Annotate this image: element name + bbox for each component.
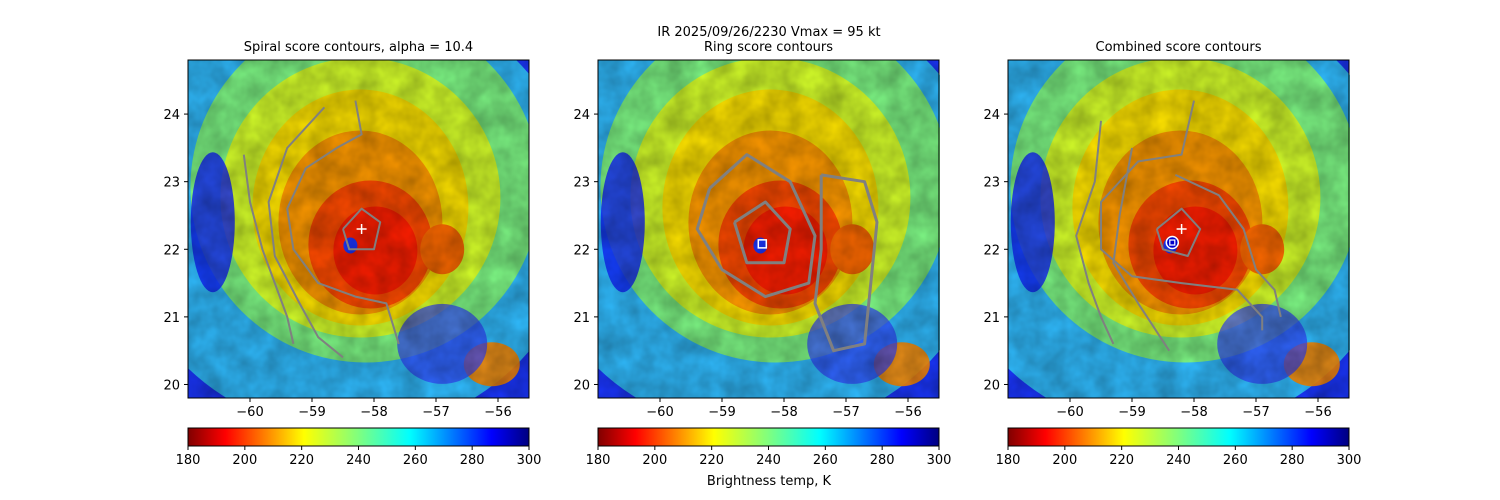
x-tick-label: −59 — [708, 405, 735, 420]
panels: Spiral score contours, alpha = 10.4 −60 −5… — [163, 40, 1362, 468]
best-center-marker — [1165, 235, 1180, 250]
score-contour — [1075, 120, 1115, 345]
score-contour — [732, 200, 792, 265]
colorbar-tick-label: 200 — [1052, 453, 1077, 468]
colorbar-tick-label: 240 — [346, 453, 371, 468]
ir-image — [598, 60, 940, 398]
x-tick-label: −57 — [832, 405, 859, 420]
figure-suptitle: IR 2025/09/26/2230 Vmax = 95 kt — [657, 25, 880, 40]
score-contour — [1174, 173, 1282, 318]
x-tick-label: −60 — [236, 405, 263, 420]
ir-image — [188, 60, 529, 398]
y-tick-label: 23 — [983, 176, 1000, 191]
x-tick-label: −56 — [484, 405, 511, 420]
score-contour — [1112, 147, 1171, 352]
y-tick-label: 24 — [983, 108, 1000, 123]
colorbar — [187, 427, 530, 447]
y-tick-label: 21 — [983, 311, 1000, 326]
ir-texture — [598, 60, 939, 398]
y-tick-label: 21 — [573, 311, 590, 326]
colorbar-tick-label: 300 — [927, 453, 952, 468]
axes-frame — [597, 59, 940, 399]
y-tick-label: 23 — [163, 176, 180, 191]
ring-center-marker — [757, 239, 768, 249]
ir-image — [1008, 60, 1350, 398]
colorbar-tick-label: 220 — [289, 453, 314, 468]
colorbar-tick-label: 180 — [176, 453, 201, 468]
colorbar-tick-label: 240 — [756, 453, 781, 468]
x-tick-label: −59 — [298, 405, 325, 420]
colorbar-tick-label: 220 — [699, 453, 724, 468]
y-tick-label: 22 — [573, 243, 590, 258]
score-contour — [242, 154, 295, 345]
score-contour — [1155, 207, 1202, 257]
colorbar-tick-label: 280 — [1280, 453, 1305, 468]
colorbar-tick-label: 260 — [403, 453, 428, 468]
score-contour — [342, 207, 382, 251]
score-contour — [1100, 100, 1264, 331]
score-contour — [695, 153, 817, 299]
colorbar-tick-label: 300 — [1337, 453, 1362, 468]
axes-frame — [187, 59, 530, 399]
first-guess-marker — [356, 224, 367, 234]
colorbar-tick-label: 260 — [813, 453, 838, 468]
x-tick-label: −56 — [1304, 405, 1331, 420]
y-tick-label: 20 — [163, 378, 180, 393]
colorbar-tick-label: 200 — [232, 453, 257, 468]
y-tick-label: 23 — [573, 176, 590, 191]
y-tick-label: 20 — [573, 378, 590, 393]
score-contour — [286, 100, 400, 345]
x-tick-label: −57 — [1242, 405, 1269, 420]
colorbar-tick-label: 280 — [460, 453, 485, 468]
x-tick-label: −59 — [1118, 405, 1145, 420]
colorbar-tick-label: 180 — [996, 453, 1021, 468]
colorbar — [597, 427, 940, 447]
colorbar — [1007, 427, 1350, 447]
colorbar-tick-label: 240 — [1166, 453, 1191, 468]
ring-center-marker — [1169, 239, 1176, 246]
colorbar-label: Brightness temp, K — [707, 474, 832, 489]
panel-title: Combined score contours — [1096, 40, 1262, 55]
score-contour — [813, 173, 879, 353]
y-tick-label: 20 — [983, 378, 1000, 393]
y-tick-label: 22 — [163, 243, 180, 258]
panel-2: Ring score contours −60 −59 −58 −57 −56 20 21 22… — [573, 40, 952, 468]
x-tick-label: −58 — [770, 405, 797, 420]
y-tick-label: 24 — [163, 108, 180, 123]
x-tick-label: −58 — [1180, 405, 1207, 420]
panel-title: Ring score contours — [704, 40, 833, 55]
first-guess-marker — [1176, 224, 1187, 234]
x-tick-label: −56 — [894, 405, 921, 420]
x-tick-label: −60 — [646, 405, 673, 420]
colorbar-tick-label: 260 — [1223, 453, 1248, 468]
colorbar-tick-label: 200 — [642, 453, 667, 468]
colorbar-tick-label: 300 — [517, 453, 542, 468]
x-tick-label: −60 — [1056, 405, 1083, 420]
colorbar-tick-label: 280 — [870, 453, 895, 468]
panel-3: Combined score contours −60 −59 −58 −57 −56 20… — [983, 40, 1362, 468]
colorbar-tick-label: 180 — [586, 453, 611, 468]
colorbar-tick-label: 220 — [1109, 453, 1134, 468]
y-tick-label: 22 — [983, 243, 1000, 258]
x-tick-label: −57 — [422, 405, 449, 420]
score-contour — [267, 106, 344, 359]
y-tick-label: 21 — [163, 311, 180, 326]
panel-title: Spiral score contours, alpha = 10.4 — [244, 40, 473, 55]
axes-frame — [1007, 59, 1350, 399]
panel-1: Spiral score contours, alpha = 10.4 −60 −5… — [163, 40, 542, 468]
x-tick-label: −58 — [360, 405, 387, 420]
y-tick-label: 24 — [573, 108, 590, 123]
